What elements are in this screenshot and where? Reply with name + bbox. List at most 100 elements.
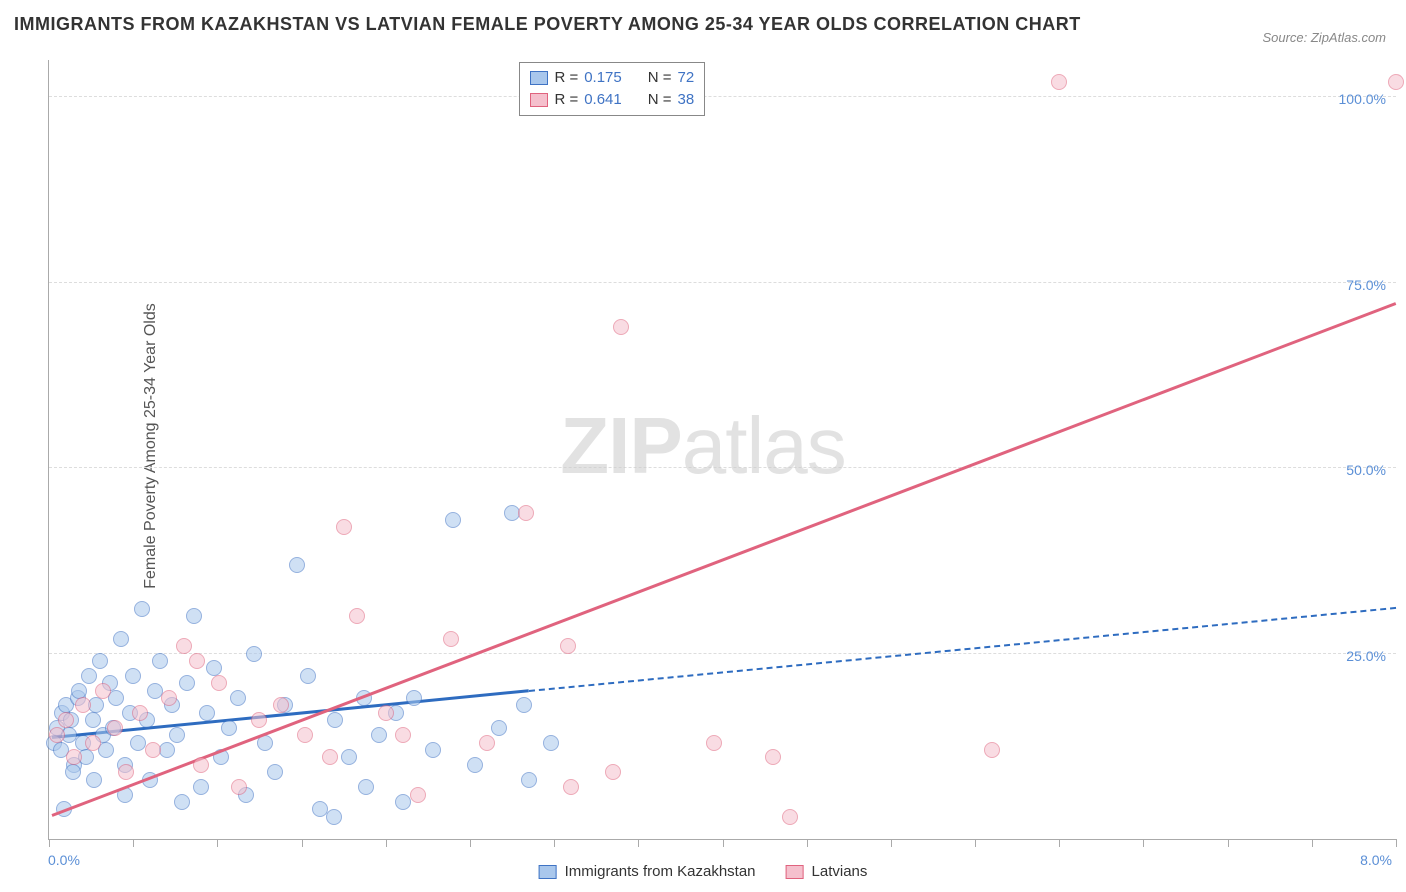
data-point [108, 690, 124, 706]
data-point [176, 638, 192, 654]
data-point [251, 712, 267, 728]
data-point [98, 742, 114, 758]
data-point [349, 608, 365, 624]
source-label: Source: ZipAtlas.com [1262, 30, 1386, 45]
y-tick-label: 25.0% [1346, 648, 1386, 664]
x-tick [217, 839, 218, 847]
data-point [605, 764, 621, 780]
data-point [543, 735, 559, 751]
data-point [113, 631, 129, 647]
data-point [322, 749, 338, 765]
data-point [75, 697, 91, 713]
r-equals: R = [554, 67, 578, 89]
x-tick [49, 839, 50, 847]
data-point [327, 712, 343, 728]
x-axis-min-label: 0.0% [48, 852, 80, 868]
data-point [174, 794, 190, 810]
legend-swatch [530, 71, 548, 85]
data-point [230, 690, 246, 706]
data-point [1051, 74, 1067, 90]
gridline [49, 282, 1396, 283]
data-point [491, 720, 507, 736]
data-point [371, 727, 387, 743]
legend-top-row: R =0.641N =38 [530, 89, 694, 111]
data-point [782, 809, 798, 825]
y-tick-label: 75.0% [1346, 277, 1386, 293]
plot-area: 25.0% 50.0% 75.0% 100.0% [48, 60, 1396, 840]
data-point [613, 319, 629, 335]
gridline [49, 467, 1396, 468]
x-tick [386, 839, 387, 847]
x-tick [1059, 839, 1060, 847]
data-point [152, 653, 168, 669]
legend-top-row: R =0.175N =72 [530, 67, 694, 89]
data-point [130, 735, 146, 751]
data-point [425, 742, 441, 758]
data-point [169, 727, 185, 743]
legend-label-latvians: Latvians [812, 863, 868, 880]
chart-title: IMMIGRANTS FROM KAZAKHSTAN VS LATVIAN FE… [14, 14, 1081, 35]
swatch-latvians [786, 865, 804, 879]
data-point [395, 794, 411, 810]
data-point [300, 668, 316, 684]
x-tick [1228, 839, 1229, 847]
data-point [179, 675, 195, 691]
x-tick [1396, 839, 1397, 847]
data-point [267, 764, 283, 780]
data-point [521, 772, 537, 788]
data-point [49, 727, 65, 743]
data-point [193, 779, 209, 795]
data-point [58, 712, 74, 728]
legend-swatch [530, 93, 548, 107]
data-point [479, 735, 495, 751]
data-point [85, 712, 101, 728]
data-point [81, 668, 97, 684]
data-point [378, 705, 394, 721]
data-point [85, 735, 101, 751]
legend-top: R =0.175N =72R =0.641N =38 [519, 62, 705, 116]
data-point [326, 809, 342, 825]
legend-label-kazakhstan: Immigrants from Kazakhstan [565, 863, 756, 880]
data-point [273, 697, 289, 713]
x-tick [807, 839, 808, 847]
data-point [65, 764, 81, 780]
x-tick [1312, 839, 1313, 847]
data-point [410, 787, 426, 803]
y-tick-label: 100.0% [1339, 91, 1386, 107]
r-value: 0.175 [584, 67, 622, 89]
data-point [1388, 74, 1404, 90]
trend-line [52, 302, 1397, 817]
data-point [95, 683, 111, 699]
x-tick [975, 839, 976, 847]
data-point [246, 646, 262, 662]
data-point [231, 779, 247, 795]
data-point [66, 749, 82, 765]
x-tick [470, 839, 471, 847]
legend-item-latvians: Latvians [786, 863, 868, 880]
data-point [199, 705, 215, 721]
data-point [86, 772, 102, 788]
data-point [516, 697, 532, 713]
data-point [563, 779, 579, 795]
x-tick [723, 839, 724, 847]
data-point [125, 668, 141, 684]
x-tick [133, 839, 134, 847]
data-point [186, 608, 202, 624]
data-point [289, 557, 305, 573]
data-point [445, 512, 461, 528]
x-axis-max-label: 8.0% [1360, 852, 1392, 868]
data-point [706, 735, 722, 751]
swatch-kazakhstan [539, 865, 557, 879]
data-point [406, 690, 422, 706]
data-point [71, 683, 87, 699]
data-point [560, 638, 576, 654]
y-tick-label: 50.0% [1346, 462, 1386, 478]
data-point [107, 720, 123, 736]
data-point [193, 757, 209, 773]
data-point [134, 601, 150, 617]
data-point [161, 690, 177, 706]
data-point [984, 742, 1000, 758]
x-tick [638, 839, 639, 847]
data-point [211, 675, 227, 691]
data-point [467, 757, 483, 773]
